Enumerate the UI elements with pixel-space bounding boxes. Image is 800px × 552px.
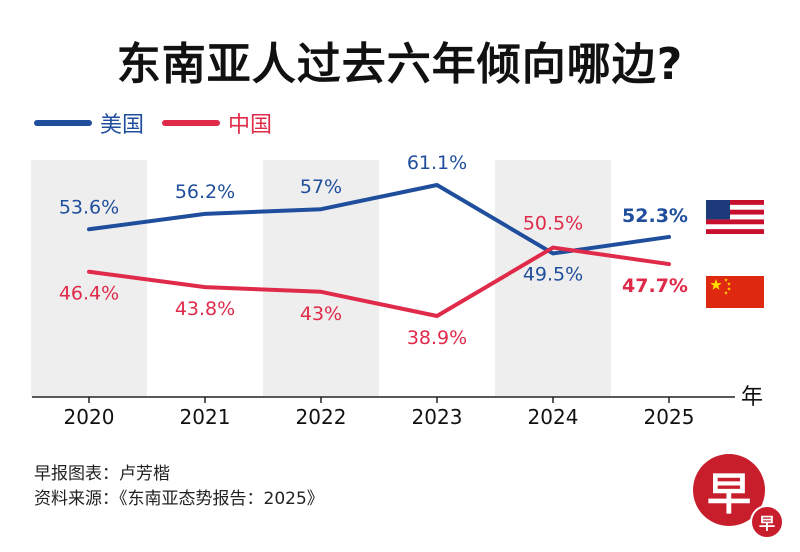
x-axis-unit-label: 年 — [741, 385, 763, 410]
us-flag-stripe — [706, 200, 764, 205]
data-label-us-2024: 49.5% — [523, 263, 583, 285]
us-flag-canton — [706, 200, 730, 220]
x-tick-label-2022: 2022 — [296, 405, 347, 429]
zaobao-small-logo-icon: 早 — [750, 505, 784, 539]
china-flag-big-star — [710, 279, 722, 290]
china-flag-small-star — [727, 282, 731, 286]
legend-swatch-china — [162, 120, 221, 126]
data-label-china-2023: 38.9% — [407, 327, 467, 349]
legend-swatch-us — [34, 120, 92, 126]
us-flag-stripe — [706, 209, 764, 215]
footer: 早报图表：卢芳楷 资料来源：《东南亚态势报告：2025》 — [34, 462, 324, 512]
data-label-china-2025: 47.7% — [622, 275, 688, 297]
legend-label-us: 美国 — [100, 113, 145, 138]
shaded-band-2024 — [495, 160, 611, 397]
x-tick-label-2023: 2023 — [412, 405, 463, 429]
data-label-us-2025: 52.3% — [622, 205, 688, 227]
data-label-us-2022: 57% — [300, 176, 342, 198]
x-tick-label-2021: 2021 — [180, 405, 231, 429]
data-label-china-2024: 50.5% — [523, 213, 583, 235]
us-flag-stripe — [706, 219, 764, 225]
series-line-china — [87, 245, 671, 318]
china-flag-small-star — [724, 278, 728, 282]
legend-label-china: 中国 — [228, 113, 273, 138]
data-label-us-2021: 56.2% — [175, 181, 235, 203]
data-label-china-2021: 43.8% — [175, 298, 235, 320]
x-tick-label-2025: 2025 — [644, 405, 695, 429]
china-flag-small-star — [724, 291, 728, 295]
us-flag-stripe — [706, 229, 764, 234]
data-label-us-2023: 61.1% — [407, 152, 467, 174]
footer-credit: 早报图表：卢芳楷 — [34, 464, 170, 484]
x-tick-label-2024: 2024 — [528, 405, 579, 429]
legend-item-us: 美国 — [34, 107, 144, 139]
data-label-china-2020: 46.4% — [59, 283, 119, 305]
china-flag-icon — [706, 276, 764, 308]
chart-title: 东南亚人过去六年倾向哪边? — [116, 39, 684, 90]
footer-source: 资料来源：《东南亚态势报告：2025》 — [34, 489, 324, 509]
x-tick-label-2020: 2020 — [64, 405, 115, 429]
china-flag-small-star — [727, 287, 731, 291]
data-label-us-2020: 53.6% — [59, 196, 119, 218]
legend-item-china: 中国 — [162, 107, 272, 139]
data-label-china-2022: 43% — [300, 303, 342, 325]
legend: 美国 中国 — [34, 108, 272, 138]
